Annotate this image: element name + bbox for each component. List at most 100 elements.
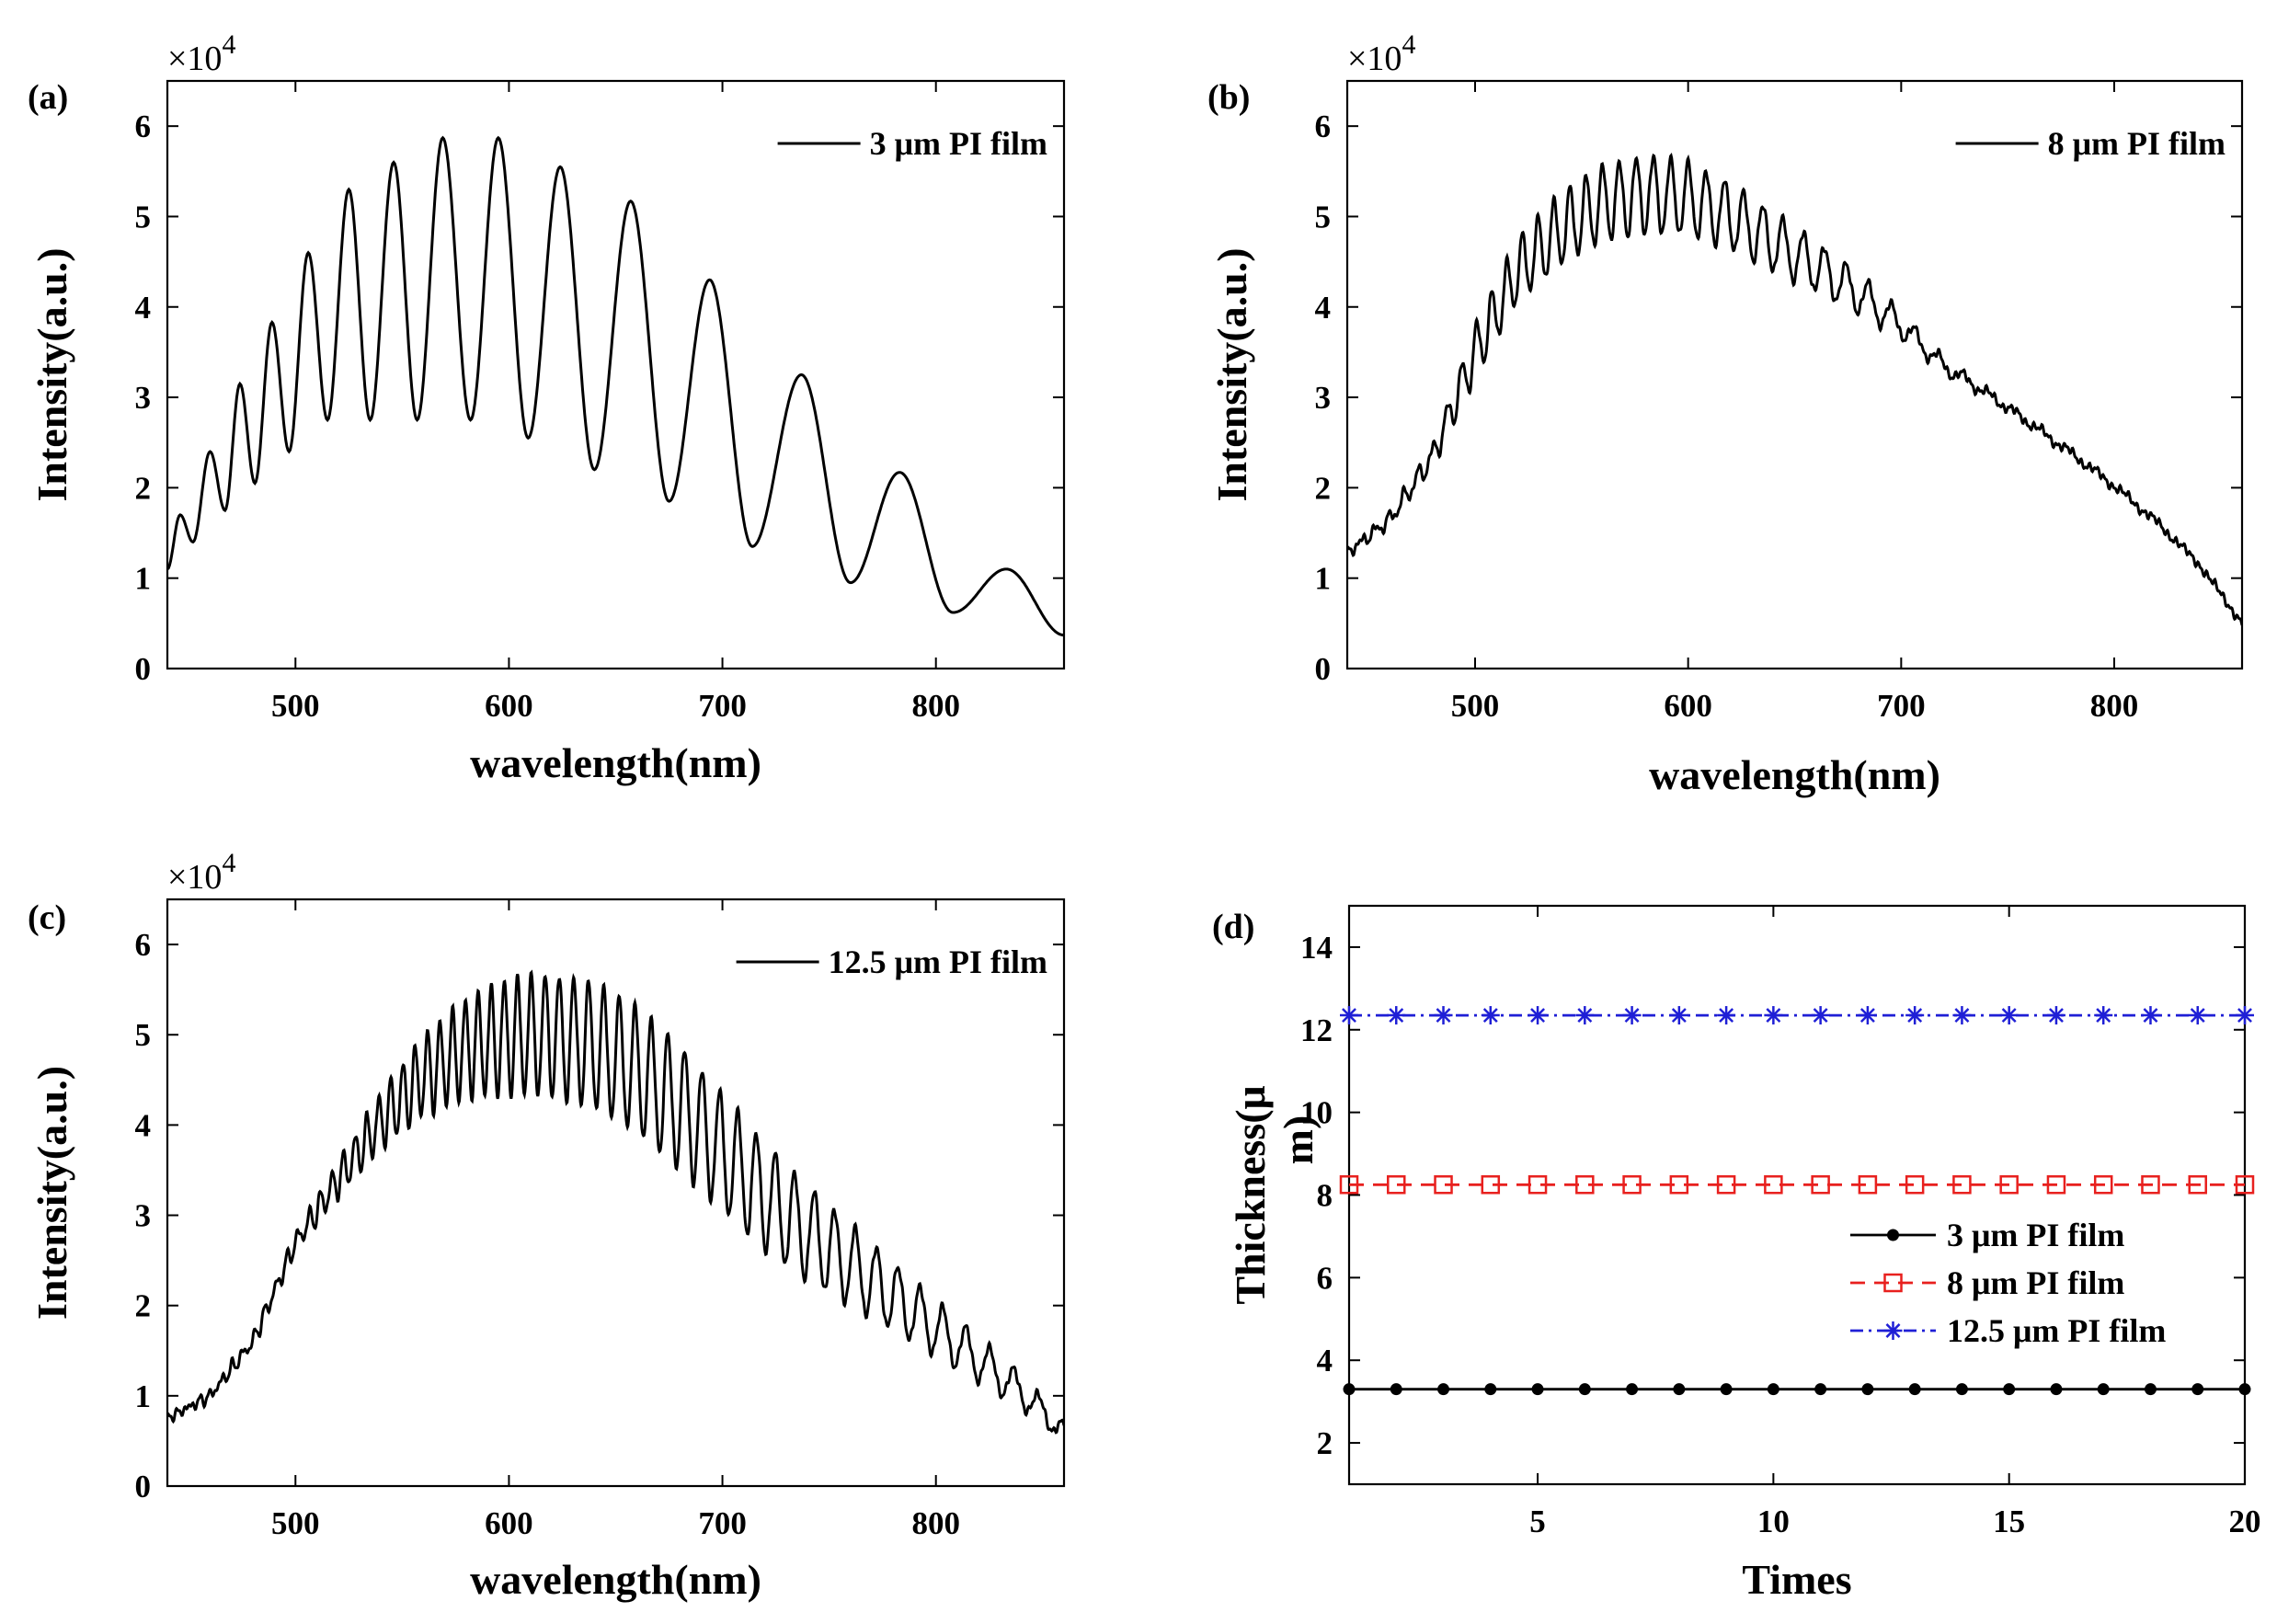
data-point <box>1578 1383 1591 1396</box>
x-tick-label: 700 <box>698 688 747 724</box>
data-point <box>1952 1175 1972 1195</box>
y-tick-label: 14 <box>1300 930 1333 966</box>
data-point <box>1720 1383 1733 1396</box>
data-point <box>2191 1383 2204 1396</box>
data-point <box>2141 1006 2160 1025</box>
y-tick-label: 5 <box>1315 199 1332 234</box>
legend: 8 μm PI film <box>1955 125 2226 162</box>
y-tick-label: 4 <box>135 1107 152 1143</box>
x-tick-label: 10 <box>1757 1504 1790 1539</box>
data-point <box>1955 1383 1968 1396</box>
data-point <box>2236 1006 2254 1025</box>
data-point <box>1390 1383 1402 1396</box>
y-axis-label: Thickness(μ <box>1227 1085 1274 1304</box>
spectrum-line <box>167 135 1064 637</box>
series-1 <box>1339 1175 2255 1195</box>
y-tick-label: 5 <box>135 199 152 234</box>
y-tick-label: 10 <box>1300 1095 1333 1131</box>
y-tick-label: 3 <box>135 380 152 416</box>
data-point <box>1528 1175 1548 1195</box>
y-tick-label: 2 <box>135 470 152 506</box>
legend-label: 8 μm PI film <box>2048 125 2226 162</box>
y-multiplier-exponent: 4 <box>222 848 235 878</box>
y-axis-label-wrap: m) <box>1275 1115 1322 1165</box>
y-tick-label: 6 <box>135 927 152 963</box>
data-point <box>1434 1006 1453 1025</box>
y-tick-label: 1 <box>1315 561 1332 597</box>
data-point <box>1528 1006 1548 1025</box>
y-tick-label: 0 <box>135 1469 152 1504</box>
data-point <box>1387 1006 1406 1025</box>
data-point <box>1883 1321 1903 1340</box>
y-tick-label: 8 <box>1317 1178 1333 1214</box>
x-tick-label: 800 <box>911 688 960 724</box>
y-tick-label: 3 <box>1315 380 1332 416</box>
x-axis-label: wavelength(nm) <box>470 1556 761 1603</box>
data-point <box>1999 1175 2019 1195</box>
data-point <box>2238 1383 2251 1396</box>
axes-frame <box>1347 904 2247 1486</box>
data-point <box>1999 1006 2019 1025</box>
panel-label: (d) <box>1212 908 1254 946</box>
series-0 <box>1343 1383 2251 1396</box>
chart-panel-a: 500 600 700 800 0 1 2 3 4 5 6 wavelength(nm) Intensi… <box>28 29 1066 786</box>
data-point <box>2046 1006 2065 1025</box>
data-point <box>1811 1006 1830 1025</box>
data-point <box>2046 1175 2066 1195</box>
x-axis-label: wavelength(nm) <box>470 739 761 786</box>
data-point <box>1340 1006 1358 1025</box>
y-multiplier-base: ×10 <box>1347 40 1402 78</box>
y-multiplier-exponent: 4 <box>222 29 235 60</box>
y-tick-label: 2 <box>1317 1425 1333 1461</box>
x-tick-label: 600 <box>1664 688 1712 724</box>
data-point <box>1434 1175 1453 1195</box>
y-tick-label: 6 <box>1317 1260 1333 1296</box>
data-point <box>1905 1006 1925 1025</box>
data-point <box>1669 1006 1688 1025</box>
legend-label: 8 μm PI film <box>1947 1264 2124 1301</box>
y-tick-label: 5 <box>135 1017 152 1053</box>
legend: 3 μm PI film 8 μm PI film 12.5 μm PI film <box>1850 1217 2166 1349</box>
data-point <box>1717 1006 1736 1025</box>
chart-panel-b: 500 600 700 800 0 1 2 3 4 5 6 wavelength(nm) Intensi… <box>1207 29 2244 798</box>
panel-label: (b) <box>1207 78 1250 117</box>
x-tick-label: 700 <box>698 1505 747 1541</box>
data-point <box>1575 1175 1595 1195</box>
data-point <box>1767 1383 1779 1396</box>
data-point <box>1908 1383 1921 1396</box>
x-tick-label: 20 <box>2229 1504 2261 1539</box>
spectrum-line <box>167 969 1064 1435</box>
y-tick-label: 0 <box>135 651 152 687</box>
data-point <box>1887 1229 1899 1241</box>
data-point <box>1883 1273 1903 1293</box>
data-point <box>1669 1175 1689 1195</box>
data-point <box>2235 1175 2255 1195</box>
data-point <box>1575 1006 1595 1025</box>
data-point <box>1814 1383 1827 1396</box>
data-point <box>2003 1383 2016 1396</box>
y-tick-label: 6 <box>1315 109 1332 144</box>
x-axis-label: wavelength(nm) <box>1649 751 1940 798</box>
y-tick-label: 1 <box>135 1378 152 1414</box>
data-point <box>1905 1175 1925 1195</box>
x-tick-label: 600 <box>485 688 533 724</box>
data-point <box>1622 1006 1642 1025</box>
chart-panel-c: 500 600 700 800 0 1 2 3 4 5 6 wavelength(nm) Intensi… <box>28 848 1066 1603</box>
axes-frame <box>166 898 1066 1488</box>
data-point <box>1437 1383 1450 1396</box>
data-point <box>1343 1383 1356 1396</box>
data-point <box>1858 1175 1878 1195</box>
data-point <box>1339 1175 1359 1195</box>
legend-label: 12.5 μm PI film <box>829 944 1047 980</box>
y-tick-label: 12 <box>1300 1012 1333 1048</box>
data-point <box>1811 1175 1830 1195</box>
x-tick-label: 500 <box>271 1505 320 1541</box>
data-point <box>1481 1006 1500 1025</box>
legend: 3 μm PI film <box>777 125 1047 162</box>
data-point <box>2188 1006 2207 1025</box>
data-point <box>2141 1175 2160 1195</box>
panel-label: (c) <box>28 898 66 937</box>
y-multiplier: ×104 <box>1347 29 1415 78</box>
data-point <box>1531 1383 1544 1396</box>
data-point <box>1673 1383 1686 1396</box>
